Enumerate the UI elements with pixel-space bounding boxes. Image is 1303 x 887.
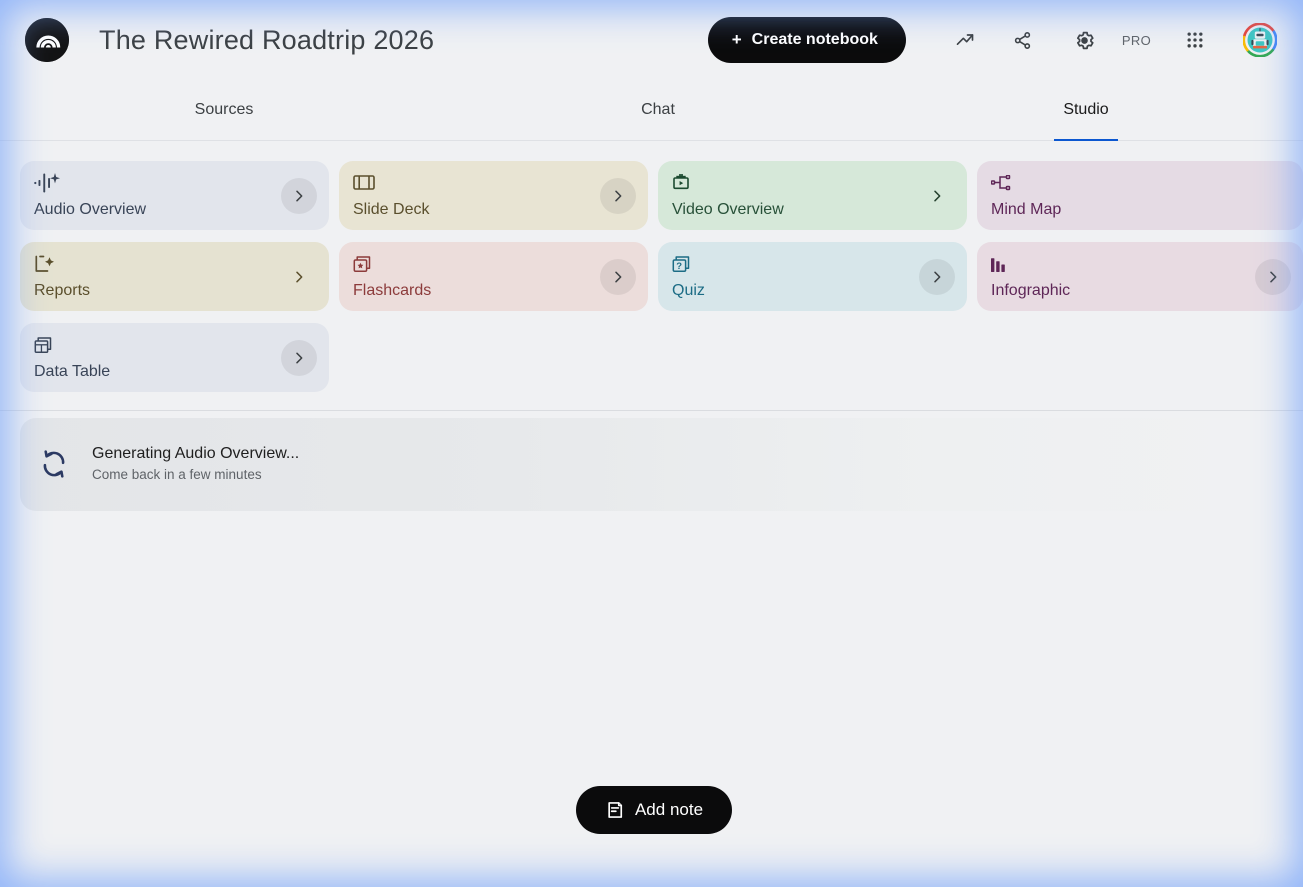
- svg-text:?: ?: [676, 261, 682, 272]
